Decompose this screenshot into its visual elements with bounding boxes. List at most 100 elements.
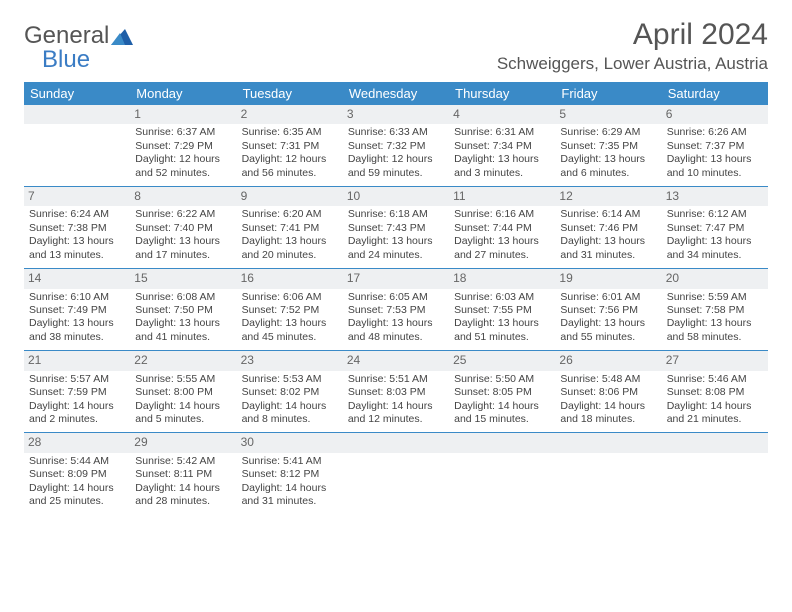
daylight-text: Daylight: 14 hours [242,400,338,413]
day-number: 9 [237,187,343,206]
daylight-text: Daylight: 13 hours [560,235,656,248]
daylight-text: and 56 minutes. [242,167,338,180]
daylight-text: Daylight: 13 hours [348,235,444,248]
sunrise-text: Sunrise: 6:12 AM [667,208,763,221]
daylight-text: Daylight: 14 hours [29,400,125,413]
daylight-text: Daylight: 13 hours [454,153,550,166]
day-number: 3 [343,105,449,124]
calendar-day-cell: 6Sunrise: 6:26 AMSunset: 7:37 PMDaylight… [662,105,768,187]
daylight-text: and 18 minutes. [560,413,656,426]
sunrise-text: Sunrise: 6:18 AM [348,208,444,221]
sunset-text: Sunset: 7:47 PM [667,222,763,235]
day-number: 25 [449,351,555,370]
sunset-text: Sunset: 7:50 PM [135,304,231,317]
day-number: 2 [237,105,343,124]
sunset-text: Sunset: 7:59 PM [29,386,125,399]
daylight-text: Daylight: 13 hours [135,317,231,330]
sunset-text: Sunset: 8:12 PM [242,468,338,481]
daylight-text: and 48 minutes. [348,331,444,344]
sunset-text: Sunset: 7:53 PM [348,304,444,317]
weekday-header: Friday [555,82,661,105]
day-number: 18 [449,269,555,288]
calendar-day-cell: 16Sunrise: 6:06 AMSunset: 7:52 PMDayligh… [237,269,343,351]
daylight-text: and 15 minutes. [454,413,550,426]
calendar-day-cell: 5Sunrise: 6:29 AMSunset: 7:35 PMDaylight… [555,105,661,187]
calendar-day-cell: 25Sunrise: 5:50 AMSunset: 8:05 PMDayligh… [449,351,555,433]
daylight-text: Daylight: 13 hours [348,317,444,330]
daylight-text: Daylight: 13 hours [135,235,231,248]
daylight-text: and 17 minutes. [135,249,231,262]
day-number [24,105,130,124]
daylight-text: Daylight: 13 hours [29,235,125,248]
daylight-text: and 25 minutes. [29,495,125,508]
sunrise-text: Sunrise: 5:48 AM [560,373,656,386]
day-number: 21 [24,351,130,370]
calendar-day-cell: 15Sunrise: 6:08 AMSunset: 7:50 PMDayligh… [130,269,236,351]
day-number [449,433,555,452]
day-number [662,433,768,452]
weekday-header: Wednesday [343,82,449,105]
daylight-text: Daylight: 12 hours [135,153,231,166]
sunrise-text: Sunrise: 5:57 AM [29,373,125,386]
sunset-text: Sunset: 8:02 PM [242,386,338,399]
sunset-text: Sunset: 8:08 PM [667,386,763,399]
daylight-text: and 51 minutes. [454,331,550,344]
day-number: 14 [24,269,130,288]
daylight-text: Daylight: 14 hours [454,400,550,413]
daylight-text: and 24 minutes. [348,249,444,262]
location: Schweiggers, Lower Austria, Austria [497,54,768,74]
daylight-text: and 59 minutes. [348,167,444,180]
sunset-text: Sunset: 7:49 PM [29,304,125,317]
daylight-text: and 5 minutes. [135,413,231,426]
calendar-day-cell [343,433,449,515]
daylight-text: and 10 minutes. [667,167,763,180]
calendar-day-cell: 1Sunrise: 6:37 AMSunset: 7:29 PMDaylight… [130,105,236,187]
sunrise-text: Sunrise: 6:10 AM [29,291,125,304]
weekday-header: Sunday [24,82,130,105]
sunrise-text: Sunrise: 6:26 AM [667,126,763,139]
day-number: 15 [130,269,236,288]
sunrise-text: Sunrise: 5:59 AM [667,291,763,304]
calendar-day-cell: 27Sunrise: 5:46 AMSunset: 8:08 PMDayligh… [662,351,768,433]
daylight-text: and 28 minutes. [135,495,231,508]
sunset-text: Sunset: 8:03 PM [348,386,444,399]
day-number: 10 [343,187,449,206]
day-number: 19 [555,269,661,288]
sunrise-text: Sunrise: 6:24 AM [29,208,125,221]
daylight-text: Daylight: 13 hours [560,153,656,166]
sunset-text: Sunset: 8:06 PM [560,386,656,399]
day-number: 28 [24,433,130,452]
sunrise-text: Sunrise: 6:20 AM [242,208,338,221]
day-number: 27 [662,351,768,370]
calendar-day-cell: 29Sunrise: 5:42 AMSunset: 8:11 PMDayligh… [130,433,236,515]
calendar-day-cell: 7Sunrise: 6:24 AMSunset: 7:38 PMDaylight… [24,187,130,269]
sunset-text: Sunset: 7:38 PM [29,222,125,235]
daylight-text: and 34 minutes. [667,249,763,262]
daylight-text: and 20 minutes. [242,249,338,262]
day-number [555,433,661,452]
day-number: 8 [130,187,236,206]
sunrise-text: Sunrise: 6:31 AM [454,126,550,139]
calendar-day-cell: 22Sunrise: 5:55 AMSunset: 8:00 PMDayligh… [130,351,236,433]
sunrise-text: Sunrise: 5:41 AM [242,455,338,468]
sunrise-text: Sunrise: 5:42 AM [135,455,231,468]
calendar-day-cell: 3Sunrise: 6:33 AMSunset: 7:32 PMDaylight… [343,105,449,187]
header: General Blue April 2024 Schweiggers, Low… [24,18,768,74]
sunrise-text: Sunrise: 6:35 AM [242,126,338,139]
daylight-text: and 6 minutes. [560,167,656,180]
daylight-text: and 31 minutes. [560,249,656,262]
calendar-day-cell: 23Sunrise: 5:53 AMSunset: 8:02 PMDayligh… [237,351,343,433]
calendar-week-row: 21Sunrise: 5:57 AMSunset: 7:59 PMDayligh… [24,351,768,433]
sunset-text: Sunset: 8:09 PM [29,468,125,481]
daylight-text: Daylight: 14 hours [29,482,125,495]
daylight-text: and 31 minutes. [242,495,338,508]
logo-text-blue: Blue [42,48,133,72]
calendar-table: Sunday Monday Tuesday Wednesday Thursday… [24,82,768,515]
sunset-text: Sunset: 8:00 PM [135,386,231,399]
daylight-text: Daylight: 13 hours [667,235,763,248]
daylight-text: Daylight: 12 hours [242,153,338,166]
logo-text-general: General [24,22,109,49]
daylight-text: Daylight: 13 hours [242,317,338,330]
daylight-text: Daylight: 14 hours [348,400,444,413]
sunset-text: Sunset: 7:34 PM [454,140,550,153]
